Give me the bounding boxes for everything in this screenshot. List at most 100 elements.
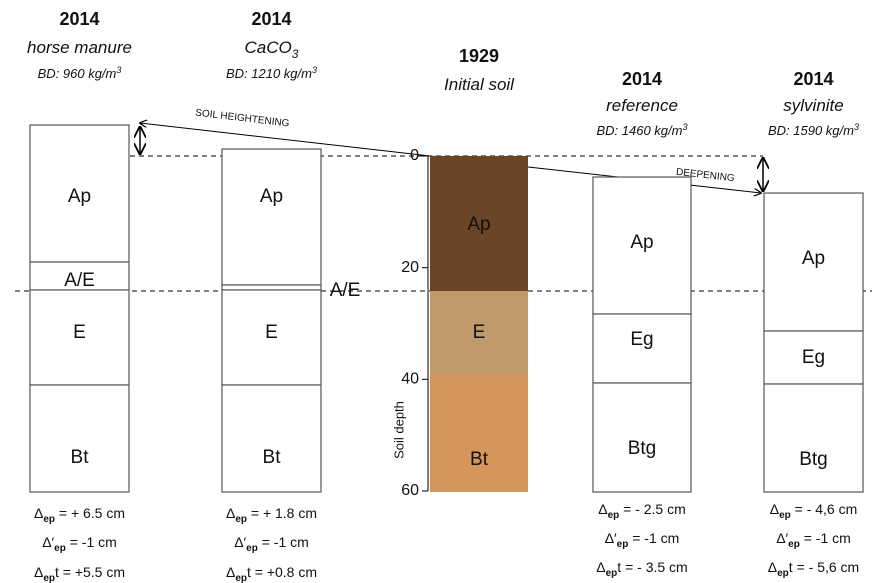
horizon-label: A/E (330, 280, 361, 301)
delta-text: t = - 3.5 cm (617, 559, 687, 575)
delta: Δep = + 6.5 cm (34, 505, 125, 525)
delta-text: = -1 cm (628, 530, 679, 546)
treatment: horse manure (27, 38, 132, 57)
horizon-label: Ap (802, 248, 825, 269)
horizon-label: A/E (64, 270, 95, 291)
treatment: CaCO3 (245, 38, 299, 61)
horizon-label: E (473, 322, 486, 343)
delta: Δep = - 2.5 cm (598, 501, 686, 521)
delta: Δ′ep = -1 cm (234, 534, 309, 554)
delta-symbol: Δ′ (605, 530, 617, 546)
bulk-density: BD: 1460 kg/m3 (596, 122, 687, 138)
delta: Δept = - 5,6 cm (768, 559, 859, 579)
treatment-text: CaCO (245, 38, 292, 57)
bd-exp: 3 (854, 122, 859, 132)
delta-symbol: Δ (226, 505, 235, 521)
heightening-label: SOIL HEIGHTENING (195, 108, 291, 130)
horizon-label: Bt (71, 447, 90, 468)
horizon (221, 289, 322, 386)
horizon (763, 330, 864, 385)
delta-text: = + 1.8 cm (247, 505, 317, 521)
horizon-label: Ap (68, 186, 91, 207)
bd-exp: 3 (682, 122, 687, 132)
horizon-label: Ap (260, 186, 283, 207)
treatment: reference (606, 96, 678, 115)
horizon (430, 374, 528, 492)
bulk-density: BD: 1590 kg/m3 (768, 122, 859, 138)
delta-symbol: Δ (34, 505, 43, 521)
delta-sub: ep (777, 568, 789, 579)
delta-sub: ep (235, 514, 247, 525)
horizon (221, 284, 322, 291)
year: 1929 (459, 46, 499, 66)
horizon-label: Btg (628, 438, 657, 459)
horizon (29, 384, 130, 493)
delta-sub: ep (608, 510, 620, 521)
horizon (29, 124, 130, 263)
delta-sub: ep (788, 539, 800, 550)
horizon (221, 148, 322, 286)
delta-text: t = +5.5 cm (55, 564, 125, 580)
depth-tick-label: 40 (401, 371, 419, 388)
delta-symbol: Δ (598, 501, 607, 517)
bd-text: BD: 1590 kg/m (768, 123, 854, 138)
delta-symbol: Δ′ (42, 534, 54, 550)
delta: Δep = - 4,6 cm (770, 501, 858, 521)
depth-tick-label: 0 (410, 147, 419, 164)
bd-text: BD: 1210 kg/m (226, 66, 312, 81)
horizon-label: E (265, 322, 278, 343)
horizon-label: Bt (470, 449, 489, 470)
treatment-text: reference (606, 96, 678, 115)
horizon (430, 291, 528, 374)
horizon-label: E (73, 322, 86, 343)
delta-symbol: Δ (226, 564, 235, 580)
delta: Δ′ep = -1 cm (605, 530, 680, 550)
treatment: Initial soil (444, 75, 515, 94)
horizon (29, 289, 130, 386)
delta: Δept = +5.5 cm (34, 564, 125, 583)
delta-text: = -1 cm (66, 534, 117, 550)
delta-text: t = - 5,6 cm (789, 559, 859, 575)
delta-sub: ep (246, 543, 258, 554)
year: 2014 (793, 69, 833, 89)
horizon-label: Btg (799, 449, 828, 470)
delta-text: = - 4,6 cm (791, 501, 858, 517)
delta-symbol: Δ′ (234, 534, 246, 550)
delta-sub: ep (54, 543, 66, 554)
horizon-label: Ap (630, 232, 653, 253)
treatment-text: horse manure (27, 38, 132, 57)
delta: Δept = - 3.5 cm (596, 559, 687, 579)
delta-sub: ep (779, 510, 791, 521)
bulk-density: BD: 960 kg/m3 (38, 65, 122, 81)
horizon-label: Bt (263, 447, 282, 468)
delta-symbol: Δ′ (776, 530, 788, 546)
depth-tick-label: 60 (401, 482, 419, 499)
year: 2014 (251, 9, 291, 29)
treatment: sylvinite (783, 96, 843, 115)
horizon (592, 382, 692, 493)
delta-symbol: Δ (768, 559, 777, 575)
delta: Δ′ep = -1 cm (776, 530, 851, 550)
delta-sub: ep (43, 573, 55, 583)
horizon (592, 176, 692, 315)
horizon-label: Ap (467, 214, 490, 235)
horizon (29, 261, 130, 291)
bd-text: BD: 960 kg/m (38, 66, 117, 81)
horizon-label: Eg (802, 347, 825, 368)
delta-sub: ep (43, 514, 55, 525)
delta-sub: ep (235, 573, 247, 583)
horizon (763, 383, 864, 493)
horizon-label: Eg (630, 329, 653, 350)
year: 2014 (622, 69, 662, 89)
treatment-text: sylvinite (783, 96, 843, 115)
treatment-sub: 3 (292, 47, 299, 61)
depth-axis-label: Soil depth (391, 401, 406, 459)
delta: Δep = + 1.8 cm (226, 505, 317, 525)
delta-symbol: Δ (596, 559, 605, 575)
delta-text: = -1 cm (258, 534, 309, 550)
delta-sub: ep (606, 568, 618, 579)
delta-text: = + 6.5 cm (55, 505, 125, 521)
depth-tick-label: 20 (401, 259, 419, 276)
delta: Δ′ep = -1 cm (42, 534, 117, 554)
